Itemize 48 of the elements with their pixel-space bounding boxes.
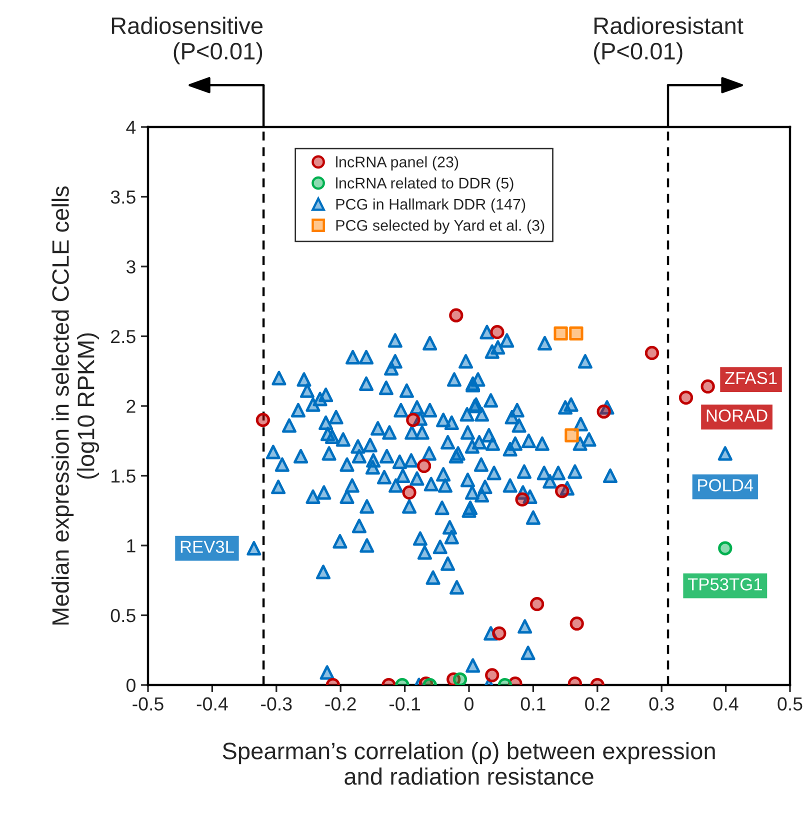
legend-label: lncRNA panel (23)	[336, 156, 458, 170]
x-tick-label: 0.4	[714, 697, 738, 711]
x-axis-title: Spearman’s correlation (ρ) between expression and radiation resistance	[222, 742, 715, 785]
y-tick-label: 2	[126, 400, 136, 413]
point	[256, 412, 270, 428]
point	[406, 412, 420, 428]
point	[678, 390, 694, 405]
ref-line-label: Radiosensitive (P<0.01)	[112, 16, 263, 64]
x-tick-label: 0.3	[649, 697, 674, 711]
x-tick-label: -0.5	[132, 697, 164, 711]
y-tick-label: 4	[126, 120, 136, 134]
y-tick-label: 2.5	[111, 330, 136, 344]
legend-label: PCG selected by Yard et al. (3)	[336, 220, 544, 234]
x-tick-label: -0.4	[196, 697, 228, 711]
annotation: ZFAS1	[725, 372, 777, 384]
y-tick-label: 1	[127, 539, 136, 552]
y-tick-label: 0.5	[110, 608, 136, 622]
annotation: NORAD	[706, 409, 768, 422]
x-tick-label: -0.2	[325, 697, 356, 711]
annotation: POLD4	[698, 479, 754, 492]
annotation: TP53TG1	[688, 578, 762, 590]
point	[449, 308, 464, 322]
ref-line-label: Radioresistant (P<0.01)	[594, 16, 744, 64]
x-tick-label: 0	[464, 697, 474, 711]
point	[569, 326, 584, 341]
point	[417, 458, 432, 474]
legend-label: lncRNA related to DDR (5)	[336, 177, 514, 192]
point	[515, 492, 530, 507]
x-tick-label: 0.2	[585, 697, 610, 711]
point	[564, 428, 579, 442]
point	[596, 404, 611, 419]
y-tick-label: 3	[126, 260, 136, 274]
y-tick-label: 3.5	[110, 190, 136, 204]
point	[700, 379, 715, 394]
point	[644, 346, 660, 360]
point	[554, 326, 568, 341]
x-tick-label: 0.1	[520, 697, 546, 711]
y-tick-label: 1.5	[112, 470, 136, 483]
point	[490, 325, 504, 340]
legend-label: PCG in Hallmark DDR (147)	[336, 198, 526, 213]
annotation: REV3L	[180, 540, 234, 553]
point	[555, 484, 570, 498]
point	[402, 485, 416, 500]
x-tick-label: 0.5	[778, 697, 802, 711]
y-tick-label: 0	[126, 678, 136, 692]
y-axis-title: Median expression in selected CCLE cells (log10 RPKM)	[52, 186, 100, 625]
x-tick-label: -0.3	[261, 697, 292, 711]
x-tick-label: -0.1	[389, 697, 420, 711]
